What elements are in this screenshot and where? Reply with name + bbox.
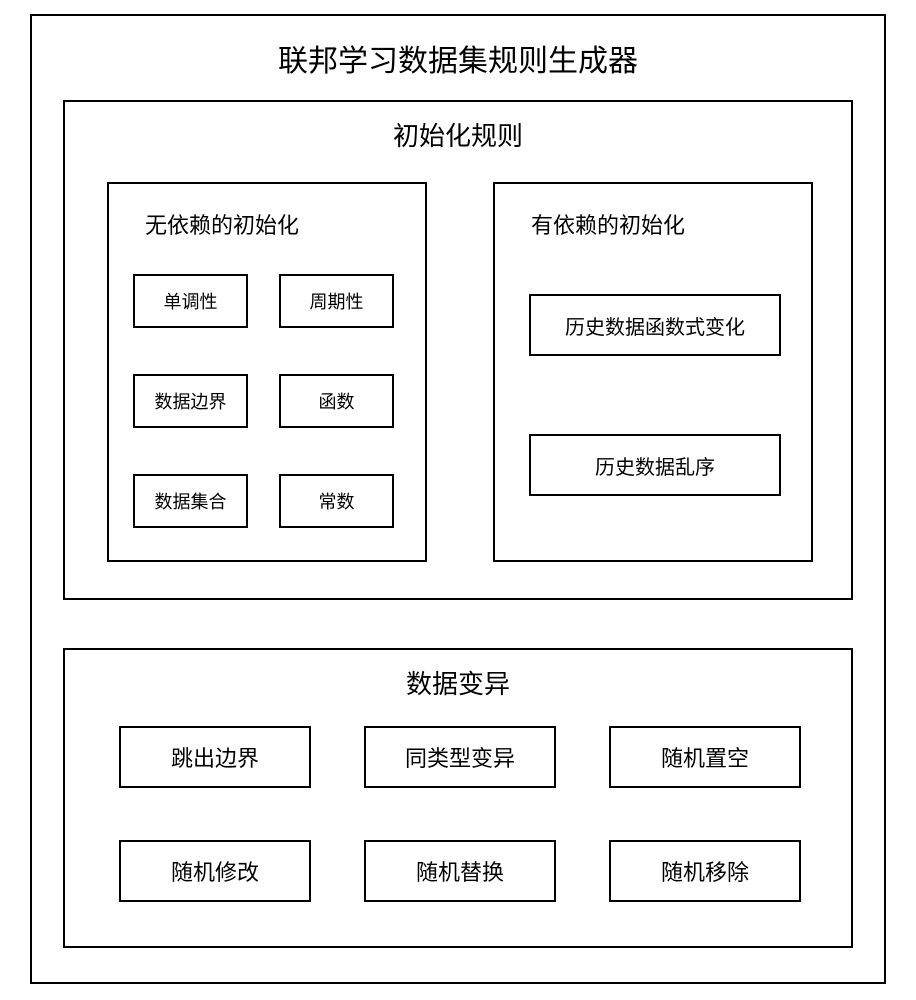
main-title: 联邦学习数据集规则生成器 xyxy=(30,36,886,80)
subbox-with-dep: 有依赖的初始化 历史数据函数式变化 历史数据乱序 xyxy=(493,182,813,562)
item-no-dep-3: 函数 xyxy=(279,374,394,428)
section-init-rules: 初始化规则 无依赖的初始化 单调性 周期性 数据边界 函数 数据集合 常数 有依… xyxy=(63,100,853,600)
item-no-dep-2: 数据边界 xyxy=(133,374,248,428)
section-mutation-title: 数据变异 xyxy=(65,664,851,701)
item-no-dep-1: 周期性 xyxy=(279,274,394,328)
item-mutation-4: 随机替换 xyxy=(364,840,556,902)
item-mutation-3: 随机修改 xyxy=(119,840,311,902)
item-mutation-1: 同类型变异 xyxy=(364,726,556,788)
item-no-dep-5: 常数 xyxy=(279,474,394,528)
item-with-dep-0: 历史数据函数式变化 xyxy=(529,294,781,356)
section-init-rules-title: 初始化规则 xyxy=(65,116,851,153)
item-with-dep-1: 历史数据乱序 xyxy=(529,434,781,496)
section-mutation: 数据变异 跳出边界 同类型变异 随机置空 随机修改 随机替换 随机移除 xyxy=(63,648,853,948)
item-mutation-5: 随机移除 xyxy=(609,840,801,902)
subbox-no-dep: 无依赖的初始化 单调性 周期性 数据边界 函数 数据集合 常数 xyxy=(107,182,427,562)
item-mutation-2: 随机置空 xyxy=(609,726,801,788)
item-mutation-0: 跳出边界 xyxy=(119,726,311,788)
item-no-dep-4: 数据集合 xyxy=(133,474,248,528)
item-no-dep-0: 单调性 xyxy=(133,274,248,328)
subbox-with-dep-title: 有依赖的初始化 xyxy=(495,208,811,240)
diagram-canvas: 联邦学习数据集规则生成器 初始化规则 无依赖的初始化 单调性 周期性 数据边界 … xyxy=(0,0,916,1000)
subbox-no-dep-title: 无依赖的初始化 xyxy=(109,208,425,240)
